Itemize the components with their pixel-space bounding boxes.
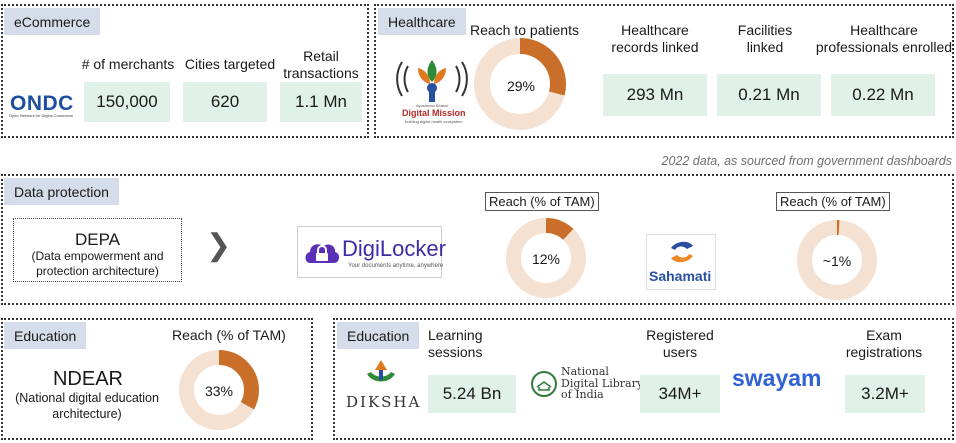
depa-box [13,218,182,282]
healthcare-reach-donut [474,38,568,132]
ondc-logo-subtitle: Open Network for Digital Commerce [9,113,74,118]
ndear-reach-label: 33% [204,383,234,399]
sahamati-name: Sahamati [649,268,712,284]
ecommerce-metric-value-2: 1.1 Mn [280,82,362,122]
source-note: 2022 data, as sourced from government da… [661,154,952,168]
education-metric-label-1: Registered users [646,327,714,360]
education-left-panel [1,318,313,440]
education-metric-label-2: Exam registrations [845,327,923,360]
ecommerce-tag: eCommerce [4,8,101,35]
ndl-emblem-icon [531,371,557,397]
depa-title: DEPA [74,230,121,249]
sahamati-reach-donut [797,220,877,300]
healthcare-metric-value-2: 0.22 Mn [831,74,935,116]
donut-svg [179,350,259,430]
ecommerce-metric-label-0: # of merchants [81,56,175,72]
abdm-emblem-icon [396,60,468,102]
abdm-logo-line1: Ayushman Bharat [416,103,448,108]
ondc-logo: ONDC Open Network for Digital Commerce [9,92,75,122]
education-left-tag: Education [4,322,87,349]
education-metric-value-0: 5.24 Bn [428,375,516,413]
donut-slice-reach [179,350,259,430]
ecommerce-metric-label-2: Retail transactions [283,48,359,81]
ndl-name: National Digital Library of India [561,365,644,402]
donut-svg [797,220,877,300]
healthcare-metric-label-1: Facilities linked [737,22,793,55]
donut-slice-reach [506,218,586,298]
donut-slice-reach [474,38,566,130]
ecommerce-panel [1,4,369,138]
healthcare-metric-label-2: Healthcare professionals enrolled [815,22,953,55]
digilocker-logo: DigiLocker Your documents anytime, anywh… [297,226,446,278]
education-right-panel [333,318,954,440]
healthcare-tag: Healthcare [378,8,466,35]
ecommerce-metric-label-1: Cities targeted [184,56,276,72]
education-metric-value-2: 3.2M+ [845,375,925,413]
sahamati-logo: Sahamati [646,234,716,290]
healthcare-reach-title: Reach to patients [470,22,579,38]
ecommerce-metric-value-0: 150,000 [84,82,170,122]
healthcare-metric-value-0: 293 Mn [603,74,707,116]
abdm-logo-line3: building digital health ecosystem [405,119,463,124]
ndl-logo: National Digital Library of India [530,366,648,406]
donut-svg [506,218,586,298]
abdm-logo: Ayushman Bharat Digital Mission building… [392,52,472,132]
digilocker-reach-label: 12% [531,251,561,267]
data-protection-tag: Data protection [4,178,119,205]
donut-slice-reach [797,220,877,300]
ndear-reach-title: Reach (% of TAM) [172,327,286,343]
sahamati-mark-icon [671,241,693,263]
sahamati-reach-label: ~1% [822,253,852,269]
digilocker-reach-title: Reach (% of TAM) [485,192,599,211]
ondc-logo-name: ONDC [10,92,74,115]
ndear-reach-donut [179,350,259,430]
cloud-lock-icon [305,244,340,263]
education-metric-label-0: Learning sessions [428,327,483,360]
digilocker-reach-donut [506,218,586,298]
diksha-emblem-icon [367,360,395,382]
diksha-logo: DIKSHA [344,356,422,416]
education-right-tag: Education [337,322,420,349]
healthcare-reach-label: 29% [506,78,536,94]
data-protection-panel [1,174,954,305]
swayam-logo: swayam [732,365,822,391]
education-metric-value-1: 34M+ [640,375,720,413]
digilocker-name: DigiLocker [342,236,446,261]
abdm-logo-name: Digital Mission [402,108,466,118]
diksha-name: DIKSHA [346,393,422,411]
chevron-right-icon: ❯ [206,229,232,262]
digilocker-tagline: Your documents anytime, anywhere [348,263,444,269]
healthcare-metric-label-0: Healthcare records linked [611,22,699,55]
sahamati-reach-title: Reach (% of TAM) [776,192,890,211]
ndear-description: (National digital education architecture… [15,391,159,421]
donut-svg [474,38,566,130]
healthcare-metric-value-1: 0.21 Mn [717,74,821,116]
ndear-title: NDEAR [52,368,123,390]
ecommerce-metric-value-1: 620 [183,82,267,122]
healthcare-panel [374,4,954,138]
depa-description: (Data empowerment and protection archite… [31,249,164,278]
